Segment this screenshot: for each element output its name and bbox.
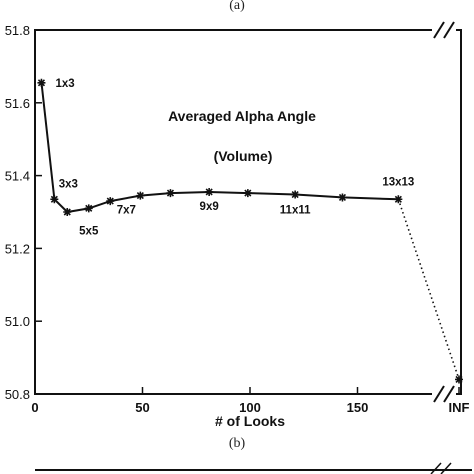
point-label: 7x7: [117, 205, 136, 217]
x-axis-ticks: 0 50 100 150 INF: [31, 387, 470, 415]
figure-caption-a: (a): [229, 0, 245, 13]
chart-title: Averaged Alpha Angle: [168, 108, 316, 124]
data-point-marker: [338, 193, 347, 202]
data-point-marker: [243, 189, 252, 198]
y-tick-label: 50.8: [5, 387, 30, 402]
point-label: 1x3: [55, 78, 74, 90]
dotted-series-line: [397, 199, 460, 380]
data-point-marker: [37, 78, 46, 87]
data-point-marker: [455, 375, 463, 384]
plot-frame: [34, 29, 462, 395]
point-label: 13x13: [382, 176, 414, 188]
series-layer: [37, 78, 463, 384]
x-tick-label: INF: [449, 400, 470, 415]
y-tick-label: 51.6: [5, 96, 30, 111]
data-point-marker: [50, 195, 59, 204]
x-tick-label: 0: [31, 400, 38, 415]
y-axis-ticks: 50.8 51.0 51.2 51.4 51.6 51.8: [5, 23, 42, 402]
point-label: 11x11: [280, 205, 311, 217]
y-tick-label: 51.2: [5, 241, 30, 256]
point-label: 9x9: [200, 201, 219, 213]
axis-break-bottom: [432, 385, 456, 403]
data-point-marker: [291, 190, 300, 199]
y-tick-label: 51.0: [5, 314, 30, 329]
data-point-marker: [205, 187, 214, 196]
point-label: 3x3: [59, 178, 78, 190]
point-label: 5x5: [79, 225, 99, 237]
x-tick-label: 100: [239, 400, 261, 415]
x-axis-label: # of Looks: [215, 413, 285, 429]
data-point-marker: [136, 191, 145, 200]
data-point-marker: [106, 197, 115, 206]
x-tick-label: 50: [135, 400, 149, 415]
data-point-marker: [394, 195, 403, 204]
next-figure-edge: [35, 462, 472, 474]
data-point-marker: [84, 204, 93, 213]
figure-caption-b: (b): [229, 436, 246, 451]
data-point-marker: [63, 208, 72, 216]
y-tick-label: 51.8: [5, 23, 30, 38]
point-labels: 1x3 3x3 5x5 7x7 9x9 11x11 13x13: [55, 78, 414, 238]
axis-break-top: [432, 21, 456, 39]
chart-subtitle: (Volume): [214, 148, 273, 164]
y-tick-label: 51.4: [5, 169, 30, 184]
data-point-marker: [166, 189, 175, 198]
x-tick-label: 150: [347, 400, 369, 415]
